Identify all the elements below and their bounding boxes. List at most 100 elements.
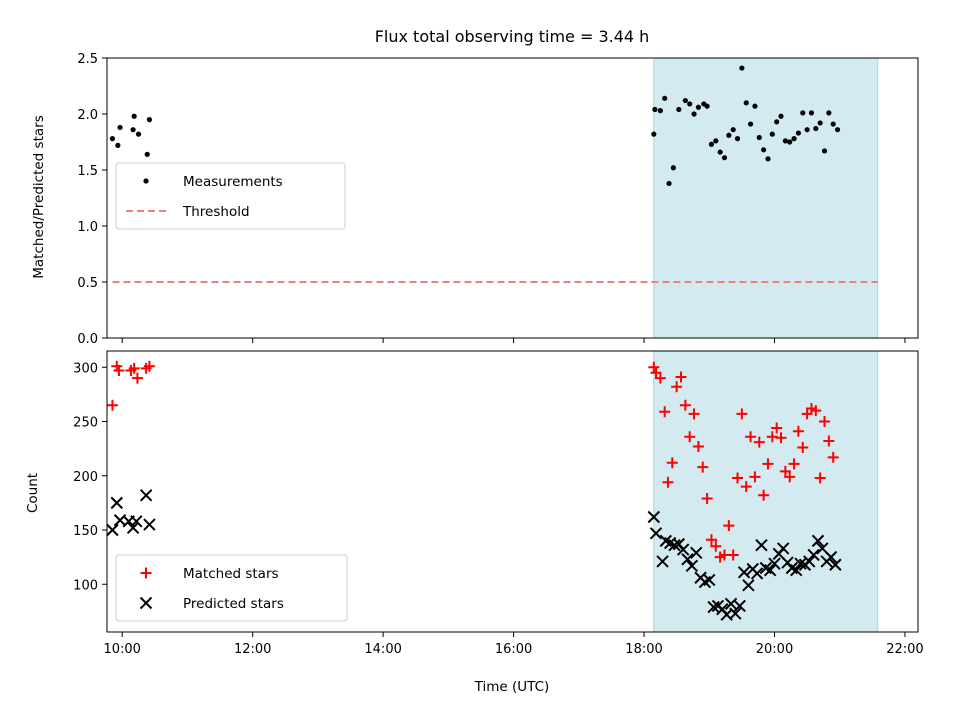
data-point xyxy=(685,559,699,573)
data-point xyxy=(651,131,657,137)
data-point xyxy=(662,95,668,101)
data-point xyxy=(662,476,674,488)
data-point xyxy=(790,563,803,577)
data-point xyxy=(756,134,762,141)
data-point xyxy=(128,362,140,374)
axes-frame xyxy=(106,350,919,633)
data-point xyxy=(131,372,143,384)
data-point xyxy=(740,481,752,493)
data-point xyxy=(131,113,137,119)
y-tick-label: 0.5 xyxy=(77,276,98,291)
data-point xyxy=(734,136,741,142)
legend-box xyxy=(115,554,348,622)
data-point xyxy=(742,579,755,592)
data-point xyxy=(823,435,835,447)
data-point xyxy=(130,515,143,528)
data-point xyxy=(656,555,669,568)
data-point xyxy=(817,120,823,126)
data-point xyxy=(681,553,694,566)
x-tick-label: 12:00 xyxy=(234,642,271,657)
data-point xyxy=(819,416,831,428)
data-point xyxy=(750,567,764,580)
data-point xyxy=(768,557,781,570)
data-point xyxy=(668,538,681,552)
data-point xyxy=(743,100,749,106)
data-point xyxy=(732,472,744,484)
data-point xyxy=(675,371,687,383)
data-point xyxy=(649,527,663,540)
data-point xyxy=(676,106,682,113)
data-point xyxy=(117,124,123,131)
data-point xyxy=(769,131,775,137)
data-point xyxy=(755,538,768,552)
data-point xyxy=(692,440,704,452)
legend-key xyxy=(139,596,153,610)
y-tick-label: 0.0 xyxy=(77,332,98,347)
data-point xyxy=(811,534,825,548)
data-point xyxy=(679,399,691,411)
data-point xyxy=(804,127,810,133)
data-point xyxy=(736,408,748,420)
data-point xyxy=(143,360,155,372)
y-tick-label: 100 xyxy=(73,578,98,593)
axes-frame xyxy=(106,57,919,339)
data-point xyxy=(824,550,838,564)
legend: Matched stars Predicted stars xyxy=(115,554,348,622)
data-point xyxy=(130,127,136,133)
data-point xyxy=(713,138,719,144)
data-point xyxy=(708,141,715,147)
series-measurements xyxy=(109,65,841,187)
data-point xyxy=(771,422,783,434)
data-point xyxy=(687,101,693,107)
data-point xyxy=(747,121,754,127)
data-point xyxy=(654,372,666,384)
data-point xyxy=(830,121,836,127)
data-point xyxy=(126,521,140,535)
y-tick-label: 1.5 xyxy=(77,164,98,179)
data-point xyxy=(703,573,716,587)
data-point xyxy=(766,431,778,443)
data-point xyxy=(753,436,765,448)
data-point xyxy=(648,361,660,373)
y-tick-label: 150 xyxy=(73,524,98,539)
data-point xyxy=(834,127,841,133)
legend-label: Matched stars xyxy=(183,566,279,582)
data-point xyxy=(723,520,735,532)
chart-title: Flux total observing time = 3.44 h xyxy=(375,27,650,46)
x-tick-label: 14:00 xyxy=(364,642,401,657)
data-point xyxy=(691,111,697,117)
data-point xyxy=(721,155,728,161)
data-point xyxy=(752,103,758,109)
data-point xyxy=(826,110,832,116)
data-point xyxy=(776,542,790,555)
data-point xyxy=(745,431,757,443)
legend-label: Predicted stars xyxy=(183,596,284,612)
data-point xyxy=(827,451,839,463)
data-point xyxy=(778,113,784,119)
y-tick-label: 2.0 xyxy=(77,108,98,123)
y-tick-label: 250 xyxy=(73,416,98,431)
data-point xyxy=(765,156,771,162)
data-point xyxy=(813,125,819,132)
data-point xyxy=(110,496,123,510)
data-point xyxy=(670,165,676,171)
data-point xyxy=(733,599,746,613)
data-point xyxy=(717,149,723,155)
data-point xyxy=(695,104,701,110)
data-point xyxy=(814,472,826,484)
data-point xyxy=(800,110,806,116)
y-tick-label: 2.5 xyxy=(77,52,98,67)
series-matched-stars xyxy=(106,360,839,563)
legend-label: Threshold xyxy=(182,204,250,220)
data-point xyxy=(791,136,797,142)
data-point xyxy=(106,399,118,411)
data-point xyxy=(762,458,774,470)
data-point xyxy=(688,408,700,420)
data-point xyxy=(774,119,780,125)
bottom-panel: 10:00 12:00 14:00 16:00 18:00 20:00 22:00 100 15… xyxy=(73,350,924,657)
y-tick-label: 200 xyxy=(73,470,98,485)
data-point xyxy=(795,130,802,136)
data-point xyxy=(113,365,125,377)
data-point xyxy=(671,381,683,393)
data-point xyxy=(690,546,703,560)
